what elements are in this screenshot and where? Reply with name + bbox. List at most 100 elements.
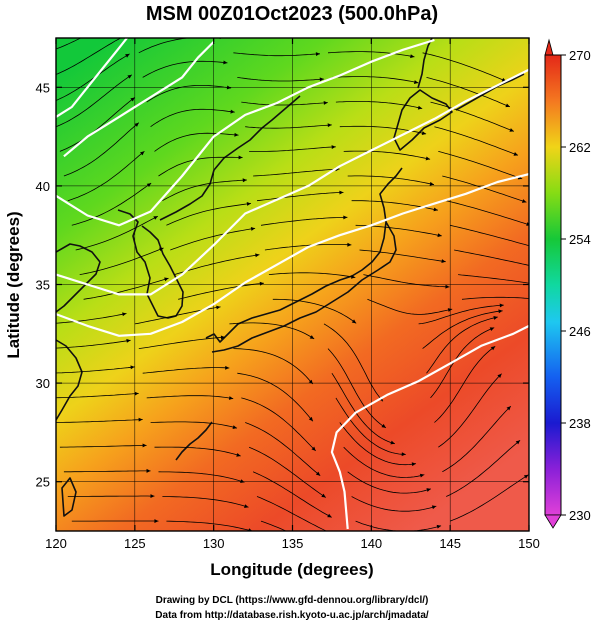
coastline-korea — [117, 209, 184, 319]
colorbar-gradient-bar — [544, 54, 562, 516]
streamline-arrowhead — [321, 493, 326, 498]
streamline-arrowhead — [323, 100, 328, 105]
x-tick-label: 120 — [45, 536, 67, 551]
streamline — [83, 277, 169, 300]
streamline — [335, 101, 423, 109]
streamline-arrowhead — [311, 446, 316, 451]
streamline-arrowhead — [540, 283, 544, 287]
streamline — [363, 274, 450, 288]
streamline-arrowhead — [308, 379, 313, 385]
colorbar: 230 238 246 254 262 270 — [544, 38, 591, 529]
streamline-arrowhead — [505, 103, 510, 108]
streamline-arrowhead — [146, 468, 151, 473]
isotherm-contour — [56, 173, 529, 337]
streamline-arrowhead — [437, 233, 442, 238]
streamline — [67, 150, 145, 202]
credit-drawing: Drawing by DCL (https://www.gfd-dennou.o… — [156, 595, 429, 606]
colorbar-tick-label: 246 — [569, 324, 591, 339]
streamline — [150, 421, 238, 429]
colorbar-tick-label: 230 — [569, 508, 591, 523]
streamline-arrowhead — [319, 77, 324, 82]
streamline-arrowhead — [220, 335, 225, 340]
streamline — [438, 151, 523, 180]
streamline — [56, 393, 139, 399]
streamline — [166, 520, 253, 531]
isotherm-contour — [330, 324, 529, 530]
streamline — [422, 310, 503, 349]
y-tick-labels: 25 30 35 40 45 — [36, 80, 50, 489]
streamline-arrowhead — [236, 452, 241, 457]
streamline-arrowhead — [138, 417, 143, 422]
streamline — [264, 244, 352, 251]
colorbar-tick-label: 254 — [569, 232, 591, 247]
streamline-arrowhead — [445, 284, 450, 289]
isotherm-contour — [56, 38, 128, 118]
streamline — [256, 496, 328, 531]
streamline — [434, 345, 496, 423]
streamline — [59, 445, 147, 448]
y-tick-label: 35 — [36, 278, 50, 293]
streamline — [253, 168, 340, 177]
streamline-arrowhead — [333, 533, 337, 537]
streamline — [442, 405, 512, 473]
streamline — [268, 272, 356, 278]
streamline — [229, 322, 315, 340]
streamline-arrowhead — [401, 452, 406, 457]
streamline — [418, 304, 504, 325]
streamline-arrowhead — [140, 151, 145, 156]
credit-data: Data from http://database.rish.kyoto-u.a… — [155, 610, 429, 621]
coastline-taiwan — [61, 477, 77, 517]
streamline — [158, 471, 245, 483]
streamline-arrowhead — [493, 316, 498, 320]
streamline — [233, 348, 314, 385]
streamline — [426, 316, 498, 374]
streamline — [146, 85, 232, 103]
x-tick-label: 130 — [203, 536, 225, 551]
streamline — [170, 227, 256, 251]
streamline-arrowhead — [246, 202, 251, 206]
streamline — [178, 282, 264, 300]
streamline-arrowhead — [250, 226, 256, 231]
streamline — [56, 366, 135, 374]
streamline — [146, 395, 234, 400]
streamline — [241, 101, 328, 106]
streamline-arrowhead — [255, 253, 260, 258]
isotherm-contour — [63, 41, 215, 158]
streamline — [142, 367, 230, 374]
streamline — [162, 496, 249, 508]
streamline — [272, 298, 357, 324]
streamline — [154, 132, 239, 152]
coastline-ryukyu — [175, 421, 213, 461]
streamline-arrowhead — [126, 338, 131, 343]
streamline — [237, 77, 324, 82]
streamline-arrowhead — [259, 281, 264, 286]
streamline-arrowhead — [127, 74, 132, 79]
streamline — [56, 38, 122, 75]
streamline-arrowhead — [431, 505, 437, 510]
streamline-arrowhead — [413, 80, 419, 84]
streamline — [79, 247, 164, 275]
streamline — [260, 216, 348, 226]
streamline-arrowhead — [146, 183, 152, 188]
streamline — [138, 336, 226, 349]
streamline-arrowhead — [433, 207, 438, 212]
streamline — [237, 372, 314, 422]
streamline — [245, 124, 332, 129]
streamline-arrowhead — [154, 519, 159, 523]
x-tick-label: 145 — [439, 536, 461, 551]
isotherm-contours — [56, 38, 529, 530]
streamline-arrowhead — [223, 60, 228, 65]
streamline-arrowhead — [436, 524, 442, 529]
streamline-arrowhead — [125, 53, 130, 58]
streamline — [335, 397, 406, 455]
streamline-arrowhead — [308, 416, 313, 422]
coastline-outlines — [56, 38, 525, 517]
streamline — [367, 298, 453, 315]
streamline-arrowhead — [351, 319, 357, 324]
streamline — [248, 446, 327, 498]
streamline-arrowhead — [490, 346, 496, 351]
colorbar-ticks: 230 238 246 254 262 270 — [561, 48, 591, 523]
coastline-manchuria — [159, 95, 301, 221]
streamline — [351, 496, 437, 512]
